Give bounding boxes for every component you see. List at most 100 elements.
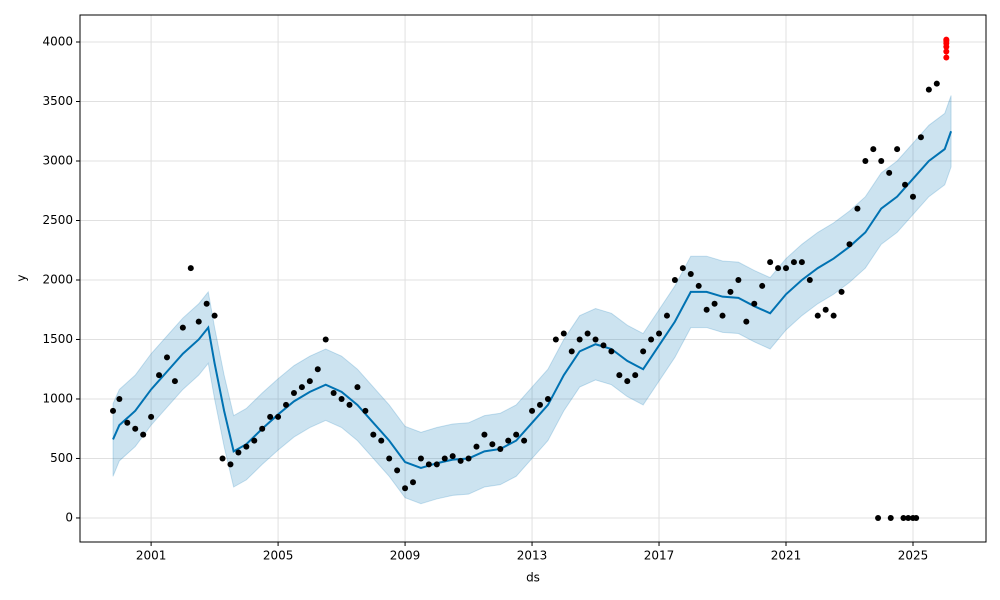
grid <box>80 15 986 542</box>
data-point <box>402 485 409 492</box>
data-point <box>354 384 361 391</box>
ticks: 0 500 1000 1500 2000 2500 3000 3500 4000 2001 2005… <box>42 35 928 563</box>
data-point <box>132 425 139 432</box>
data-point <box>703 306 710 313</box>
data-point <box>735 276 742 283</box>
forecast-line <box>112 130 953 470</box>
data-point <box>663 312 670 319</box>
data-point <box>775 265 782 272</box>
data-point <box>616 372 623 379</box>
data-point <box>529 407 536 414</box>
data-point <box>410 479 417 486</box>
data-point <box>759 282 766 289</box>
data-point <box>751 300 758 307</box>
x-tick-label: 2009 <box>390 549 421 563</box>
data-point <box>179 324 186 331</box>
data-point <box>156 372 163 379</box>
data-point <box>497 445 504 452</box>
data-point <box>211 312 218 319</box>
data-point <box>894 146 901 153</box>
data-point <box>568 348 575 355</box>
data-point <box>338 395 345 402</box>
data-point <box>576 336 583 343</box>
data-point <box>767 259 774 266</box>
data-point <box>124 419 131 426</box>
y-tick-label: 500 <box>50 451 73 465</box>
data-point <box>187 265 194 272</box>
data-point <box>195 318 202 325</box>
y-tick-label: 1000 <box>42 391 73 405</box>
data-point <box>830 312 837 319</box>
data-point <box>886 169 893 176</box>
data-point <box>743 318 750 325</box>
x-tick-label: 2001 <box>136 549 167 563</box>
data-point <box>227 461 234 468</box>
data-point <box>846 241 853 248</box>
data-point <box>624 378 631 385</box>
data-point <box>917 134 924 141</box>
x-tick-label: 2005 <box>263 549 294 563</box>
x-axis-label: ds <box>526 571 540 585</box>
data-point <box>838 288 845 295</box>
data-point <box>878 157 885 164</box>
data-point <box>171 378 178 385</box>
x-tick-label: 2021 <box>771 549 802 563</box>
data-point <box>632 372 639 379</box>
x-tick-label: 2017 <box>644 549 675 563</box>
data-point <box>902 181 909 188</box>
data-point <box>656 330 663 337</box>
data-point <box>513 431 520 438</box>
data-point <box>457 457 464 464</box>
data-point <box>473 443 480 450</box>
data-point <box>259 425 266 432</box>
data-point <box>298 384 305 391</box>
data-point <box>386 455 393 462</box>
y-tick-label: 3000 <box>42 153 73 167</box>
data-point <box>314 366 321 373</box>
data-point <box>648 336 655 343</box>
data-point <box>203 300 210 307</box>
x-tick-label: 2025 <box>898 549 929 563</box>
data-point <box>489 441 496 448</box>
data-point <box>943 48 950 55</box>
y-tick-label: 2500 <box>42 213 73 227</box>
data-point <box>290 390 297 397</box>
data-point <box>163 354 170 361</box>
data-point <box>306 378 313 385</box>
data-point <box>560 330 567 337</box>
data-point <box>417 455 424 462</box>
y-tick-label: 3500 <box>42 94 73 108</box>
plot-area <box>110 36 953 521</box>
y-tick-label: 2000 <box>42 272 73 286</box>
data-point <box>905 514 912 521</box>
data-point <box>394 467 401 474</box>
data-point <box>544 395 551 402</box>
data-point <box>275 413 282 420</box>
data-point <box>875 514 882 521</box>
data-point <box>933 80 940 87</box>
data-point <box>862 157 869 164</box>
data-point <box>854 205 861 212</box>
data-point <box>887 514 894 521</box>
data-point <box>283 401 290 408</box>
data-point <box>592 336 599 343</box>
data-point <box>505 437 512 444</box>
data-point <box>790 259 797 266</box>
data-point <box>219 455 226 462</box>
data-point <box>521 437 528 444</box>
data-point <box>481 431 488 438</box>
y-tick-label: 4000 <box>42 35 73 49</box>
data-point <box>711 300 718 307</box>
data-point <box>719 312 726 319</box>
data-point <box>687 271 694 278</box>
data-point <box>449 453 456 460</box>
data-point <box>814 312 821 319</box>
data-point <box>695 282 702 289</box>
data-point <box>600 342 607 349</box>
data-point <box>425 461 432 468</box>
data-point <box>267 413 274 420</box>
data-point <box>148 413 155 420</box>
data-point <box>909 193 916 200</box>
